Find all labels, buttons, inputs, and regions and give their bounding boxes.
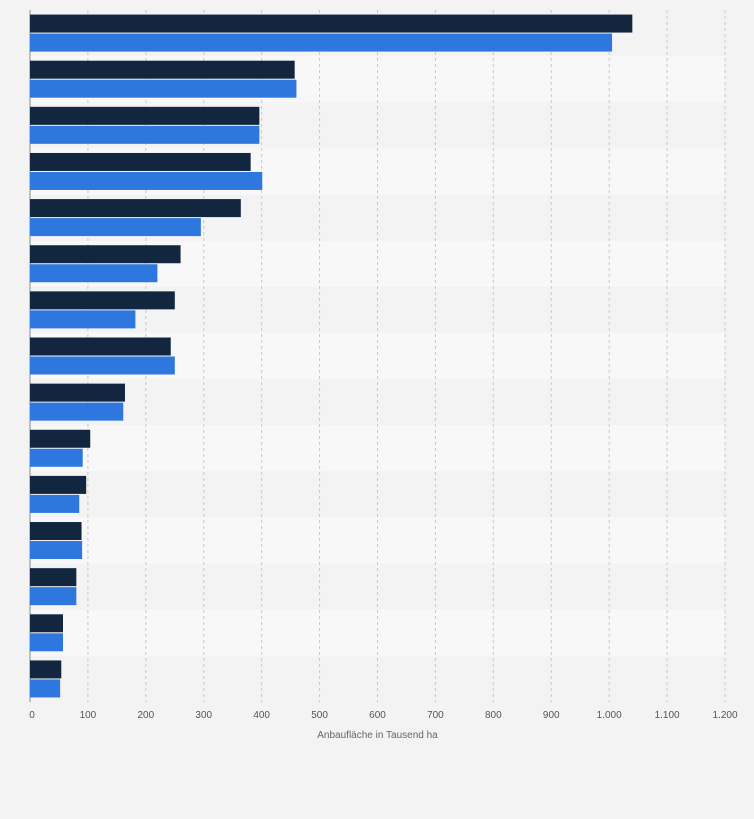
bar xyxy=(30,14,633,33)
x-tick-label: 1.200 xyxy=(712,710,737,721)
x-tick-label: 500 xyxy=(311,710,328,721)
bar xyxy=(30,152,251,171)
bar xyxy=(30,264,158,283)
bar xyxy=(30,541,83,560)
x-tick-label: 1.100 xyxy=(655,710,680,721)
bars-group xyxy=(30,14,633,698)
bar xyxy=(30,614,64,633)
x-tick-labels: 0 100 200 300 400 500 600 700 800 900 1.000 1.100 1.… xyxy=(29,710,738,721)
x-tick-label: 600 xyxy=(369,710,386,721)
bar xyxy=(30,356,175,375)
x-tick-label: 800 xyxy=(485,710,502,721)
bar xyxy=(30,568,77,587)
bar xyxy=(30,633,64,652)
bar xyxy=(30,60,295,79)
bar xyxy=(30,106,260,125)
bar xyxy=(30,587,77,606)
x-tick-label: 200 xyxy=(137,710,154,721)
x-tick-label: 300 xyxy=(195,710,212,721)
x-tick-label: 100 xyxy=(80,710,97,721)
bar xyxy=(30,429,91,448)
bar xyxy=(30,337,171,356)
bar xyxy=(30,660,62,679)
x-tick-label: 0 xyxy=(29,710,35,721)
bar xyxy=(30,402,124,421)
x-tick-label: 700 xyxy=(427,710,444,721)
bar xyxy=(30,33,613,52)
x-axis-title: Anbaufläche in Tausend ha xyxy=(317,730,438,741)
bar xyxy=(30,218,201,237)
bar xyxy=(30,448,83,467)
bar xyxy=(30,199,241,218)
bar xyxy=(30,245,181,264)
x-tick-label: 400 xyxy=(253,710,270,721)
bar xyxy=(30,522,82,541)
bar xyxy=(30,79,297,98)
bar xyxy=(30,125,260,144)
bar xyxy=(30,475,87,494)
grid-lines xyxy=(87,10,726,702)
x-tick-label: 900 xyxy=(543,710,560,721)
bar xyxy=(30,171,263,190)
bar xyxy=(30,291,175,310)
bar xyxy=(30,494,80,513)
x-tick-label: 1.000 xyxy=(597,710,622,721)
bar xyxy=(30,679,61,698)
bar xyxy=(30,310,136,329)
bar xyxy=(30,383,125,402)
